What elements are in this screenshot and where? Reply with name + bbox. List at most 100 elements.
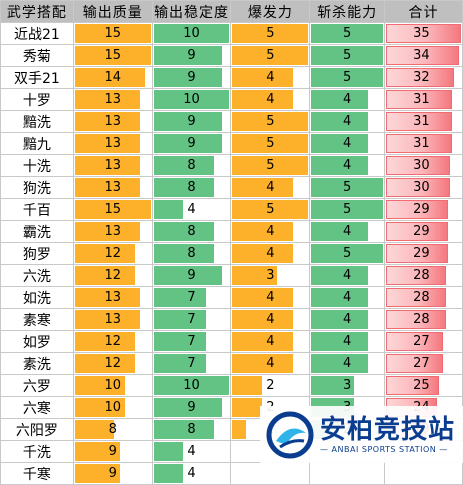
table-row: 素洗 12 7 4 4 27 xyxy=(0,352,463,375)
combo-name: 六罗 xyxy=(0,374,74,397)
kill-bar xyxy=(311,288,369,307)
kill-value: 4 xyxy=(343,334,352,349)
stability-cell: 7 xyxy=(151,308,232,331)
burst-value: 5 xyxy=(266,48,275,63)
burst-bar xyxy=(232,178,293,197)
kill-value: 5 xyxy=(343,70,352,85)
quality-value: 13 xyxy=(104,158,122,173)
total-cell: 27 xyxy=(384,352,463,375)
total-bar xyxy=(386,332,444,351)
table-row: 双手21 14 9 4 5 32 xyxy=(0,66,463,89)
total-value: 28 xyxy=(413,312,430,327)
combo-name: 狗洗 xyxy=(0,176,74,199)
quality-value: 13 xyxy=(104,92,122,107)
total-bar xyxy=(386,266,446,285)
quality-cell: 8 xyxy=(72,418,153,441)
stability-value: 7 xyxy=(187,334,196,349)
combo-name: 千洗 xyxy=(0,440,74,463)
burst-value: 4 xyxy=(266,224,275,239)
burst-cell: 5 xyxy=(230,44,311,67)
quality-cell: 13 xyxy=(72,154,153,177)
total-cell: 25 xyxy=(384,374,463,397)
combo-name: 如罗 xyxy=(0,330,74,353)
kill-value: 4 xyxy=(343,224,352,239)
burst-value: 5 xyxy=(266,136,275,151)
total-bar xyxy=(386,46,459,65)
total-value: 30 xyxy=(413,158,430,173)
burst-cell: 4 xyxy=(230,352,311,375)
header-stability: 输出稳定度 xyxy=(151,0,232,23)
combo-name: 素洗 xyxy=(0,352,74,375)
quality-value: 10 xyxy=(104,378,122,393)
total-cell: 34 xyxy=(384,44,463,67)
header-burst: 爆发力 xyxy=(230,0,311,23)
stability-cell: 9 xyxy=(151,66,232,89)
burst-value: 4 xyxy=(266,334,275,349)
stability-bar xyxy=(153,222,214,241)
table-row: 黯九 13 9 5 4 31 xyxy=(0,132,463,155)
kill-cell: 4 xyxy=(309,330,386,353)
kill-bar xyxy=(311,156,369,175)
burst-bar xyxy=(232,332,293,351)
combo-name: 六阳罗 xyxy=(0,418,74,441)
quality-bar xyxy=(74,46,151,65)
burst-cell: 5 xyxy=(230,22,311,45)
burst-cell: 2 xyxy=(230,374,311,397)
table-row: 近战21 15 10 5 5 35 xyxy=(0,22,463,45)
burst-bar xyxy=(232,24,309,43)
stability-cell: 7 xyxy=(151,352,232,375)
total-bar xyxy=(386,156,451,175)
stability-cell: 10 xyxy=(151,22,232,45)
burst-cell: 4 xyxy=(230,66,311,89)
stability-bar xyxy=(153,24,230,43)
header-quality: 输出质量 xyxy=(72,0,153,23)
quality-cell: 13 xyxy=(72,286,153,309)
kill-bar xyxy=(311,112,369,131)
stability-bar xyxy=(153,266,222,285)
combo-name: 千百 xyxy=(0,198,74,221)
quality-cell: 13 xyxy=(72,88,153,111)
burst-bar xyxy=(232,244,293,263)
table-row: 六洗 12 9 3 4 28 xyxy=(0,264,463,287)
burst-value: 4 xyxy=(266,290,275,305)
stability-bar xyxy=(153,46,222,65)
stability-cell: 10 xyxy=(151,88,232,111)
stability-value: 9 xyxy=(187,70,196,85)
stability-bar xyxy=(153,310,207,329)
stability-value: 10 xyxy=(183,92,200,107)
kill-value: 4 xyxy=(343,158,352,173)
total-value: 31 xyxy=(413,114,430,129)
stability-bar xyxy=(153,134,222,153)
quality-cell: 13 xyxy=(72,110,153,133)
stability-value: 8 xyxy=(187,180,196,195)
quality-bar xyxy=(74,376,125,395)
stability-cell: 9 xyxy=(151,44,232,67)
total-cell: 31 xyxy=(384,110,463,133)
kill-cell: 5 xyxy=(309,22,386,45)
kill-cell: 4 xyxy=(309,286,386,309)
quality-bar xyxy=(74,288,141,307)
total-cell: 27 xyxy=(384,330,463,353)
quality-bar xyxy=(74,420,115,439)
stability-cell: 8 xyxy=(151,220,232,243)
quality-bar xyxy=(74,222,141,241)
stability-value: 8 xyxy=(187,158,196,173)
table-row: 千百 15 4 5 5 29 xyxy=(0,198,463,221)
burst-bar xyxy=(232,134,309,153)
quality-value: 9 xyxy=(108,466,117,481)
kill-cell: 5 xyxy=(309,44,386,67)
kill-value: 5 xyxy=(343,26,352,41)
quality-cell: 12 xyxy=(72,264,153,287)
total-cell: 28 xyxy=(384,286,463,309)
kill-cell: 5 xyxy=(309,198,386,221)
burst-value: 5 xyxy=(266,202,275,217)
burst-bar xyxy=(232,354,293,373)
header-kill: 斩杀能力 xyxy=(309,0,386,23)
burst-bar xyxy=(232,46,309,65)
burst-value: 5 xyxy=(266,158,275,173)
total-bar xyxy=(386,68,455,87)
kill-value: 4 xyxy=(343,290,352,305)
combo-name: 如洗 xyxy=(0,286,74,309)
quality-value: 10 xyxy=(104,400,122,415)
total-value: 25 xyxy=(413,378,430,393)
